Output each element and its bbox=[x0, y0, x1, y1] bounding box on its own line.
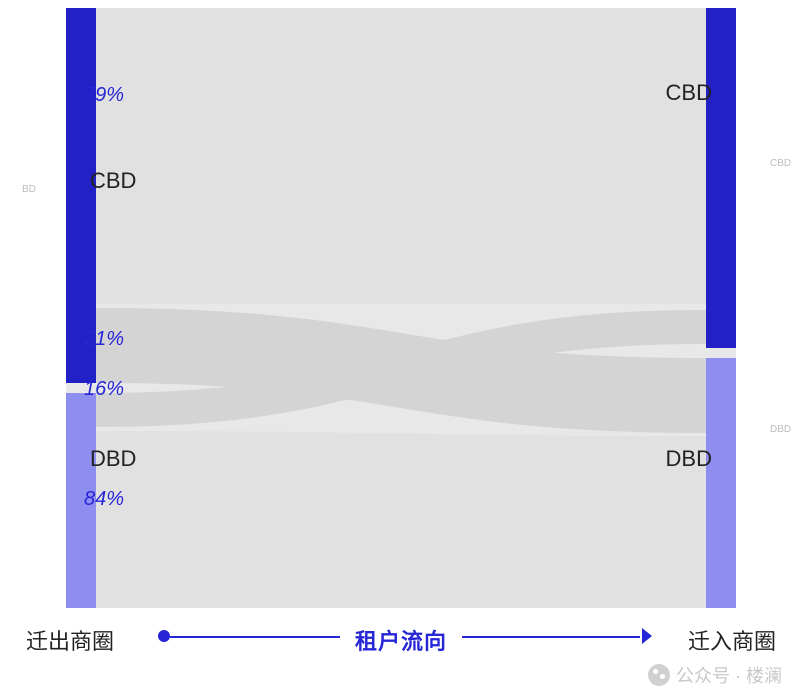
percent-label: 16% bbox=[84, 378, 124, 401]
percent-label: 84% bbox=[84, 488, 124, 511]
node-label: CBD bbox=[90, 168, 136, 194]
tiny-side-label: DBD bbox=[770, 424, 791, 435]
flow bbox=[96, 8, 706, 304]
wechat-icon bbox=[648, 664, 670, 686]
axis-arrow-icon bbox=[642, 628, 652, 644]
percent-label: 79% bbox=[84, 84, 124, 107]
watermark: 公众号 · 楼澜 bbox=[648, 662, 782, 688]
node-label: DBD bbox=[90, 446, 136, 472]
axis-start-dot bbox=[158, 630, 170, 642]
watermark-text: 公众号 · 楼澜 bbox=[676, 662, 782, 688]
axis-left-label: 迁出商圈 bbox=[26, 624, 114, 656]
sankey-node bbox=[706, 358, 736, 608]
tiny-side-label: BD bbox=[22, 184, 36, 195]
axis-center-label: 租户流向 bbox=[355, 624, 447, 656]
axis-line bbox=[462, 636, 640, 638]
axis-row: 迁出商圈 租户流向 迁入商圈 bbox=[22, 618, 780, 658]
tiny-side-label: CBD bbox=[770, 158, 791, 169]
node-label: DBD bbox=[666, 446, 712, 472]
sankey-node bbox=[66, 8, 96, 383]
sankey-chart: CBDDBDCBDDBD79%21%16%84%BDCBDDBD bbox=[22, 8, 780, 608]
axis-line bbox=[170, 636, 340, 638]
node-label: CBD bbox=[666, 80, 712, 106]
flow bbox=[96, 431, 706, 608]
axis-right-label: 迁入商圈 bbox=[688, 624, 776, 656]
percent-label: 21% bbox=[84, 328, 124, 351]
sankey-node bbox=[706, 8, 736, 348]
sankey-flows bbox=[66, 8, 736, 608]
